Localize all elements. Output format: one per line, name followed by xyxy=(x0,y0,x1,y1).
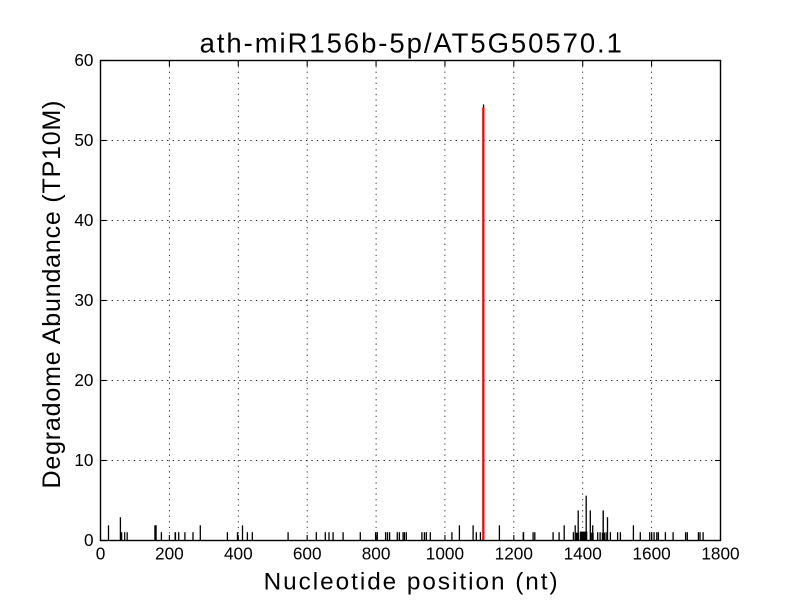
svg-text:0: 0 xyxy=(96,544,106,564)
svg-text:Degradome Abundance (TP10M): Degradome Abundance (TP10M) xyxy=(38,101,66,489)
svg-text:1000: 1000 xyxy=(426,544,464,564)
svg-text:40: 40 xyxy=(74,210,93,230)
svg-text:50: 50 xyxy=(74,130,93,150)
svg-text:ath-miR156b-5p/AT5G50570.1: ath-miR156b-5p/AT5G50570.1 xyxy=(200,27,622,58)
svg-text:Nucleotide position (nt): Nucleotide position (nt) xyxy=(264,569,558,596)
svg-text:600: 600 xyxy=(293,544,322,564)
svg-text:30: 30 xyxy=(74,290,93,310)
svg-text:1400: 1400 xyxy=(564,544,602,564)
svg-text:800: 800 xyxy=(362,544,391,564)
svg-text:1200: 1200 xyxy=(495,544,533,564)
svg-text:60: 60 xyxy=(74,50,93,70)
svg-text:1800: 1800 xyxy=(701,544,739,564)
svg-text:10: 10 xyxy=(74,450,93,470)
svg-text:1600: 1600 xyxy=(632,544,670,564)
svg-text:20: 20 xyxy=(74,370,93,390)
svg-text:0: 0 xyxy=(84,530,94,550)
svg-text:400: 400 xyxy=(224,544,253,564)
svg-text:200: 200 xyxy=(155,544,184,564)
